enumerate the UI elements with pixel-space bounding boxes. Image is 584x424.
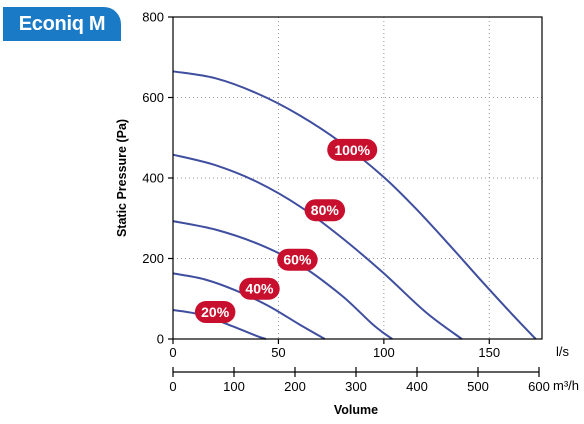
x-tick-label: 50 xyxy=(271,345,285,360)
series-label-pill xyxy=(194,301,236,324)
secondary-x-axis: 0 100 200 300 400 500 600 xyxy=(169,367,550,394)
y-tick-label: 600 xyxy=(142,90,164,105)
y-tick-label: 400 xyxy=(142,171,164,186)
y-tick-labels: 0 200 400 600 800 xyxy=(142,10,173,347)
series-curves xyxy=(172,70,537,340)
series-label: 20% xyxy=(201,304,230,320)
x2-tick-label: 200 xyxy=(284,379,306,394)
series-label-pill xyxy=(239,277,280,300)
series-label: 40% xyxy=(245,281,274,297)
x-unit-label: l/s xyxy=(556,344,570,359)
x2-tick-label: 0 xyxy=(169,379,176,394)
series-label-pill xyxy=(277,248,318,271)
series-label-pill xyxy=(327,138,378,161)
x2-tick-label: 100 xyxy=(223,379,245,394)
y-tick-label: 800 xyxy=(142,10,164,25)
x-tick-label: 150 xyxy=(478,345,500,360)
x2-unit-label: m³/h xyxy=(553,378,579,393)
series-label: 60% xyxy=(283,252,312,268)
series-labels: 100% 80% 60% 40% 20% xyxy=(194,138,378,324)
curve-100-percent xyxy=(172,70,537,340)
x2-tick-label: 400 xyxy=(406,379,428,394)
series-label-pill xyxy=(304,199,346,222)
grid xyxy=(173,17,542,339)
y-axis-title: Static Pressure (Pa) xyxy=(115,119,129,237)
x2-tick-label: 600 xyxy=(528,379,550,394)
product-badge: Econiq M xyxy=(3,7,121,41)
y-tick-label: 0 xyxy=(157,332,164,347)
y-tick-label: 200 xyxy=(142,251,164,266)
curve-20-percent xyxy=(172,309,267,340)
x-axis-title: Volume xyxy=(334,403,378,417)
x2-tick-label: 500 xyxy=(467,379,489,394)
x-tick-label: 100 xyxy=(373,345,395,360)
series-label: 100% xyxy=(334,142,370,158)
x-tick-label: 0 xyxy=(169,345,176,360)
x-tick-labels: 0 50 100 150 xyxy=(169,339,500,360)
x2-tick-label: 300 xyxy=(345,379,367,394)
series-label: 80% xyxy=(311,202,340,218)
